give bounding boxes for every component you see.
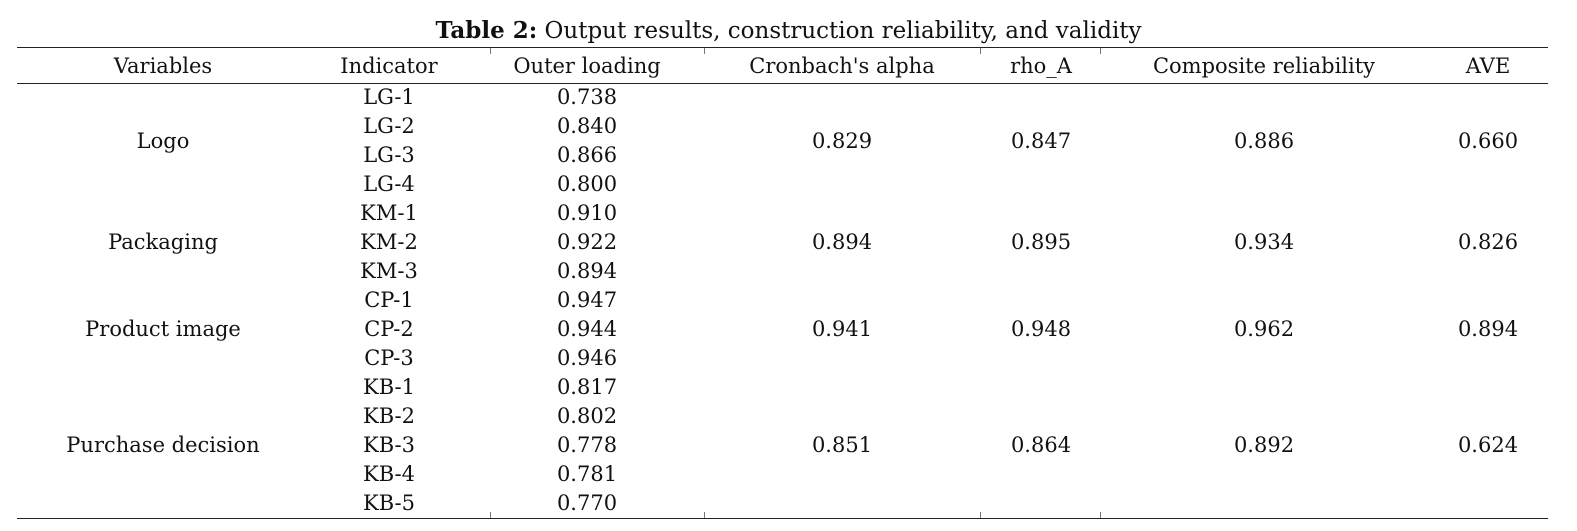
cronbach-alpha-cell: 0.894 [811,230,873,254]
ave-cell: 0.624 [1457,433,1519,457]
table-header-rule [17,83,1548,84]
composite-reliability-cell: 0.962 [1233,317,1295,341]
cronbach-alpha-cell: 0.941 [811,317,873,341]
indicator-cell: KB-1 [363,375,415,399]
ave-cell: 0.894 [1457,317,1519,341]
header-indicator: Indicator [340,54,438,78]
rho-a-cell: 0.948 [1010,317,1072,341]
composite-reliability-cell: 0.934 [1233,230,1295,254]
indicator-cell: CP-2 [364,317,414,341]
header-column-tick [704,48,705,54]
outer-loading-cell: 0.894 [556,259,618,283]
outer-loading-cell: 0.840 [556,114,618,138]
ave-cell: 0.826 [1457,230,1519,254]
rho-a-cell: 0.847 [1010,128,1072,153]
indicator-cell: KM-2 [360,230,418,254]
header-column-tick [1100,48,1101,54]
indicator-cell: KB-2 [363,404,415,428]
variable-cell: Product image [85,317,241,341]
indicator-cell: LG-3 [363,143,415,167]
indicator-cell: KM-3 [360,259,418,283]
table-bottom-rule [17,518,1548,519]
footer-column-tick [704,512,705,518]
outer-loading-cell: 0.800 [556,172,618,196]
header-column-tick [980,48,981,54]
cronbach-alpha-cell: 0.829 [811,128,873,153]
indicator-cell: LG-2 [363,114,415,138]
outer-loading-cell: 0.817 [556,375,618,399]
outer-loading-cell: 0.946 [556,346,618,370]
header-cronbach-alpha: Cronbach's alpha [749,54,935,78]
outer-loading-cell: 0.866 [556,143,618,167]
table-top-rule [17,47,1548,48]
table-caption-text: Output results, construction reliability… [537,18,1142,44]
header-column-tick [490,48,491,54]
indicator-cell: KM-1 [360,201,418,225]
header-rho-a: rho_A [1010,54,1072,78]
indicator-cell: KB-4 [363,462,415,486]
outer-loading-cell: 0.781 [556,462,618,486]
rho-a-cell: 0.895 [1010,230,1072,254]
footer-column-tick [980,512,981,518]
outer-loading-cell: 0.778 [556,433,618,457]
header-ave: AVE [1465,54,1511,78]
indicator-cell: CP-1 [364,288,414,312]
composite-reliability-cell: 0.892 [1233,433,1295,457]
footer-column-tick [490,512,491,518]
variable-cell: Purchase decision [66,433,260,457]
outer-loading-cell: 0.738 [556,85,618,109]
outer-loading-cell: 0.944 [556,317,618,341]
header-variable: Variables [113,54,213,78]
indicator-cell: LG-1 [363,85,415,109]
header-outer-loading: Outer loading [513,54,661,78]
composite-reliability-cell: 0.886 [1233,128,1295,153]
outer-loading-cell: 0.947 [556,288,618,312]
header-composite-reliability: Composite reliability [1152,54,1376,78]
rho-a-cell: 0.864 [1010,433,1072,457]
outer-loading-cell: 0.922 [556,230,618,254]
variable-cell: Packaging [108,230,218,254]
cronbach-alpha-cell: 0.851 [811,433,873,457]
indicator-cell: KB-5 [363,491,415,515]
table-caption-label: Table 2: [435,17,538,44]
indicator-cell: CP-3 [364,346,414,370]
footer-column-tick [1100,512,1101,518]
outer-loading-cell: 0.770 [556,491,618,515]
outer-loading-cell: 0.910 [556,201,618,225]
indicator-cell: LG-4 [363,172,415,196]
variable-cell: Logo [136,128,190,153]
outer-loading-cell: 0.802 [556,404,618,428]
indicator-cell: KB-3 [363,433,415,457]
ave-cell: 0.660 [1457,128,1519,153]
table-caption: Table 2: Output results, construction re… [0,16,1577,46]
